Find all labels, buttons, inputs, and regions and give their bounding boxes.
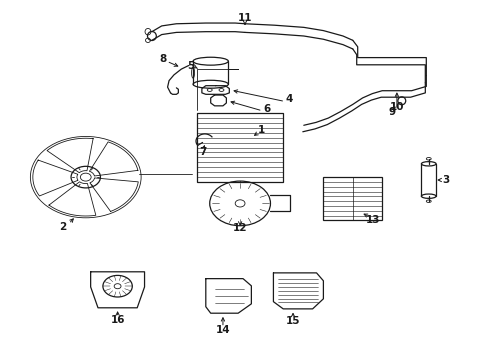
Text: 6: 6 xyxy=(263,104,270,114)
Text: 10: 10 xyxy=(390,102,404,112)
Text: 11: 11 xyxy=(238,13,252,23)
Text: 5: 5 xyxy=(188,60,195,71)
Text: 15: 15 xyxy=(286,316,300,326)
Text: 9: 9 xyxy=(389,107,395,117)
Text: 16: 16 xyxy=(110,315,125,325)
Text: 8: 8 xyxy=(159,54,166,64)
Text: 12: 12 xyxy=(233,222,247,233)
Text: 1: 1 xyxy=(258,125,265,135)
Text: 13: 13 xyxy=(366,215,381,225)
Text: 4: 4 xyxy=(285,94,293,104)
Text: 2: 2 xyxy=(59,222,66,232)
Bar xyxy=(323,177,382,220)
Bar xyxy=(197,113,283,182)
Text: 7: 7 xyxy=(199,147,207,157)
Text: 14: 14 xyxy=(216,325,230,336)
Text: 3: 3 xyxy=(442,175,449,185)
